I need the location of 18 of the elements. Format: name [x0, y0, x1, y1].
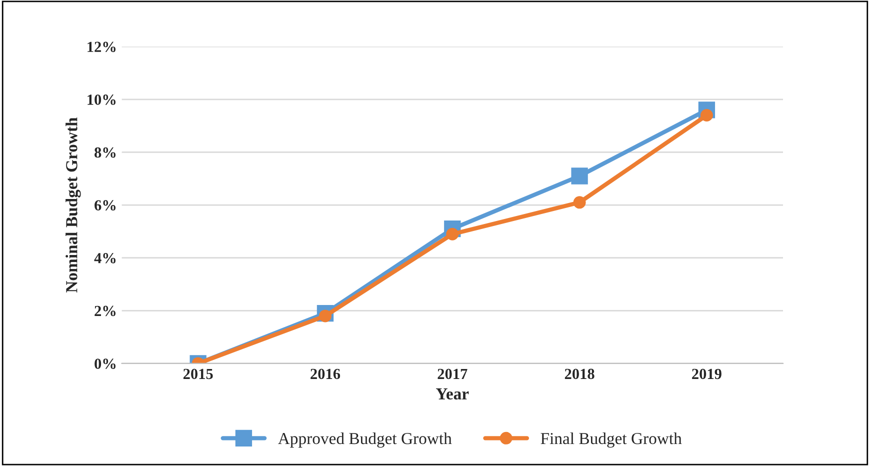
- legend-label: Approved Budget Growth: [278, 432, 452, 448]
- x-tick-label: 2016: [310, 368, 340, 380]
- legend-label: Final Budget Growth: [540, 432, 682, 448]
- x-tick-label: 2019: [692, 368, 722, 380]
- y-tick-label: 12%: [88, 42, 116, 52]
- y-tick-label: 2%: [94, 306, 116, 316]
- x-tick-label: 2018: [564, 368, 594, 380]
- y-tick-label: 10%: [88, 94, 116, 105]
- point: [573, 196, 586, 209]
- point: [571, 168, 588, 184]
- y-tick-label: 8%: [94, 147, 116, 158]
- y-tick-label: 4%: [94, 252, 116, 264]
- x-tick-label: 2017: [438, 368, 468, 380]
- x-tick-label: 2015: [183, 368, 213, 380]
- x-axis-title: Year: [436, 388, 469, 400]
- y-axis-title: Nominal Budget Growth: [66, 117, 81, 293]
- y-tick-label: 6%: [94, 200, 116, 211]
- y-tick-label: 0%: [94, 358, 116, 369]
